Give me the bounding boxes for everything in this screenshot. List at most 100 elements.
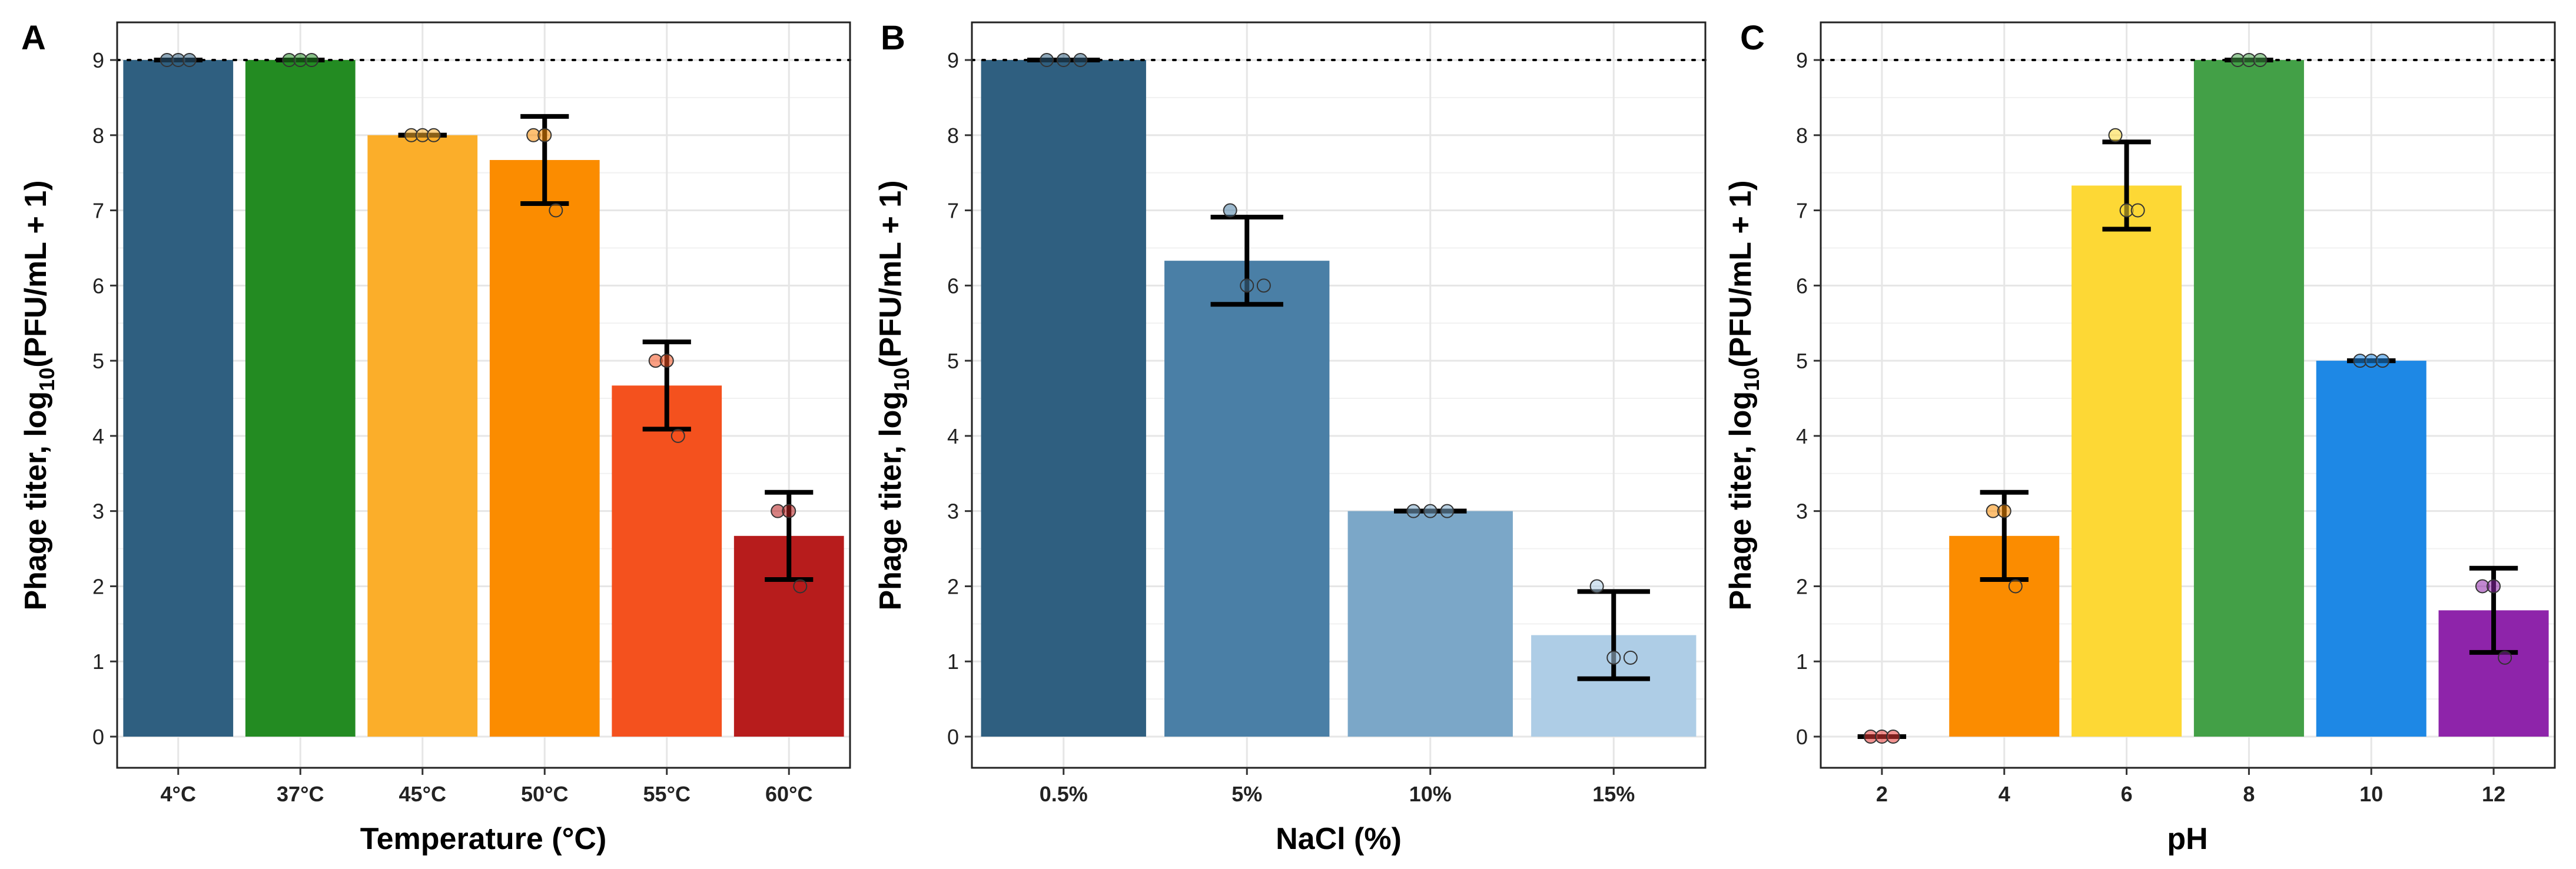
bar [245,60,356,737]
y-ticks-b: 0 1 2 3 4 5 6 7 8 9 [947,48,972,749]
replicate-point [1623,650,1638,665]
replicate-point [182,53,197,67]
bars-b [981,60,1697,737]
x-tick-label: 5% [1231,782,1262,806]
y-axis-label-a: Phage titer, log10(PFU/mL + 1) [19,180,59,610]
y-tick-label: 1 [947,650,959,674]
y-tick-label: 2 [947,574,959,598]
panel-b: B Phage titer, log10(PFU/mL + 1) NaCl (%… [874,19,1707,856]
replicate-points-a [160,53,808,594]
y-axis-label-c: Phage titer, log10(PFU/mL + 1) [1724,180,1764,610]
y-tick-label: 0 [1796,725,1808,749]
panel-letter-b: B [881,19,905,57]
x-tick-label: 37°C [277,782,324,806]
replicate-point [304,53,319,67]
y-tick-label: 5 [1796,349,1808,373]
bar [2316,361,2426,737]
y-tick-label: 8 [947,124,959,148]
replicate-point [1056,53,1071,67]
x-axis-label-c: pH [2167,822,2207,856]
replicate-point [793,579,808,594]
plot-border-c [1820,21,2556,769]
bar [1164,261,1330,737]
replicate-point [537,128,552,142]
y-tick-label: 0 [947,725,959,749]
x-tick-label: 10 [2359,782,2383,806]
x-tick-label: 45°C [399,782,446,806]
x-tick-label: 0.5% [1040,782,1088,806]
y-tick-label: 9 [92,48,104,72]
x-tick-label: 60°C [765,782,812,806]
x-ticks-a: 4°C 37°C 45°C 50°C 55°C 60°C [161,768,812,806]
x-tick-label: 4 [1999,782,2010,806]
bar [367,135,478,737]
y-tick-label: 3 [92,500,104,524]
bar [2193,60,2304,737]
replicate-point [1589,579,1604,594]
grid-c [1821,22,2555,768]
x-axis-label-b: NaCl (%) [1276,822,1402,856]
x-tick-label: 12 [2482,782,2505,806]
y-tick-label: 4 [947,424,959,448]
x-tick-label: 50°C [521,782,568,806]
y-tick-label: 9 [1796,48,1808,72]
replicate-point [1040,53,1054,67]
x-tick-label: 2 [1876,782,1888,806]
x-tick-label: 8 [2243,782,2255,806]
plot-background-a [117,22,850,768]
replicate-point [1997,504,2011,518]
y-tick-label: 4 [1796,424,1808,448]
replicate-point [1423,504,1438,518]
plot-border-b [971,21,1707,769]
panel-a: A Phage titer, log10(PFU/mL + 1) Tempera… [19,19,851,856]
replicate-point [1223,203,1237,218]
replicate-point [2375,354,2390,368]
y-tick-label: 6 [1796,274,1808,298]
replicate-point [1885,730,1900,744]
replicate-points-b [1040,53,1638,665]
panel-c: C Phage titer, log10(PFU/mL + 1) pH 0 12 3… [1724,19,2556,856]
plot-background-c [1821,22,2555,768]
y-tick-label: 8 [92,124,104,148]
y-tick-label: 7 [92,199,104,223]
panel-letter-a: A [21,19,46,57]
replicate-point [2253,53,2268,67]
plot-border-a [116,21,851,769]
replicate-point [2498,650,2512,665]
replicate-point [1256,278,1271,293]
x-ticks-b: 0.5% 5% 10% 15% [1040,768,1635,806]
bar [489,159,600,737]
bar [2072,185,2182,737]
replicate-points-c [1863,53,2512,744]
replicate-point [1606,650,1621,665]
bar [612,385,722,737]
x-axis-label-a: Temperature (°C) [360,822,607,856]
bar [123,60,234,737]
y-tick-label: 0 [92,725,104,749]
x-ticks-c: 2 4 6 8 10 12 [1876,768,2505,806]
y-tick-label: 3 [1796,500,1808,524]
replicate-point [2008,579,2023,594]
replicate-point [670,428,685,443]
y-tick-label: 4 [92,424,104,448]
y-tick-label: 9 [947,48,959,72]
bars-a [123,60,844,737]
y-ticks-a: 0 1 2 3 4 5 6 7 8 9 [92,48,117,749]
panel-letter-c: C [1740,19,1765,57]
replicate-point [659,354,674,368]
y-tick-label: 5 [92,349,104,373]
y-tick-label: 6 [92,274,104,298]
replicate-point [1406,504,1421,518]
y-tick-label: 8 [1796,124,1808,148]
y-tick-label: 1 [92,650,104,674]
x-tick-label: 15% [1592,782,1635,806]
x-tick-label: 4°C [161,782,196,806]
replicate-point [426,128,441,142]
x-tick-label: 6 [2121,782,2133,806]
y-tick-label: 2 [1796,574,1808,598]
x-tick-label: 55°C [643,782,691,806]
replicate-point [2487,579,2501,594]
replicate-point [1073,53,1088,67]
y-tick-label: 7 [947,199,959,223]
